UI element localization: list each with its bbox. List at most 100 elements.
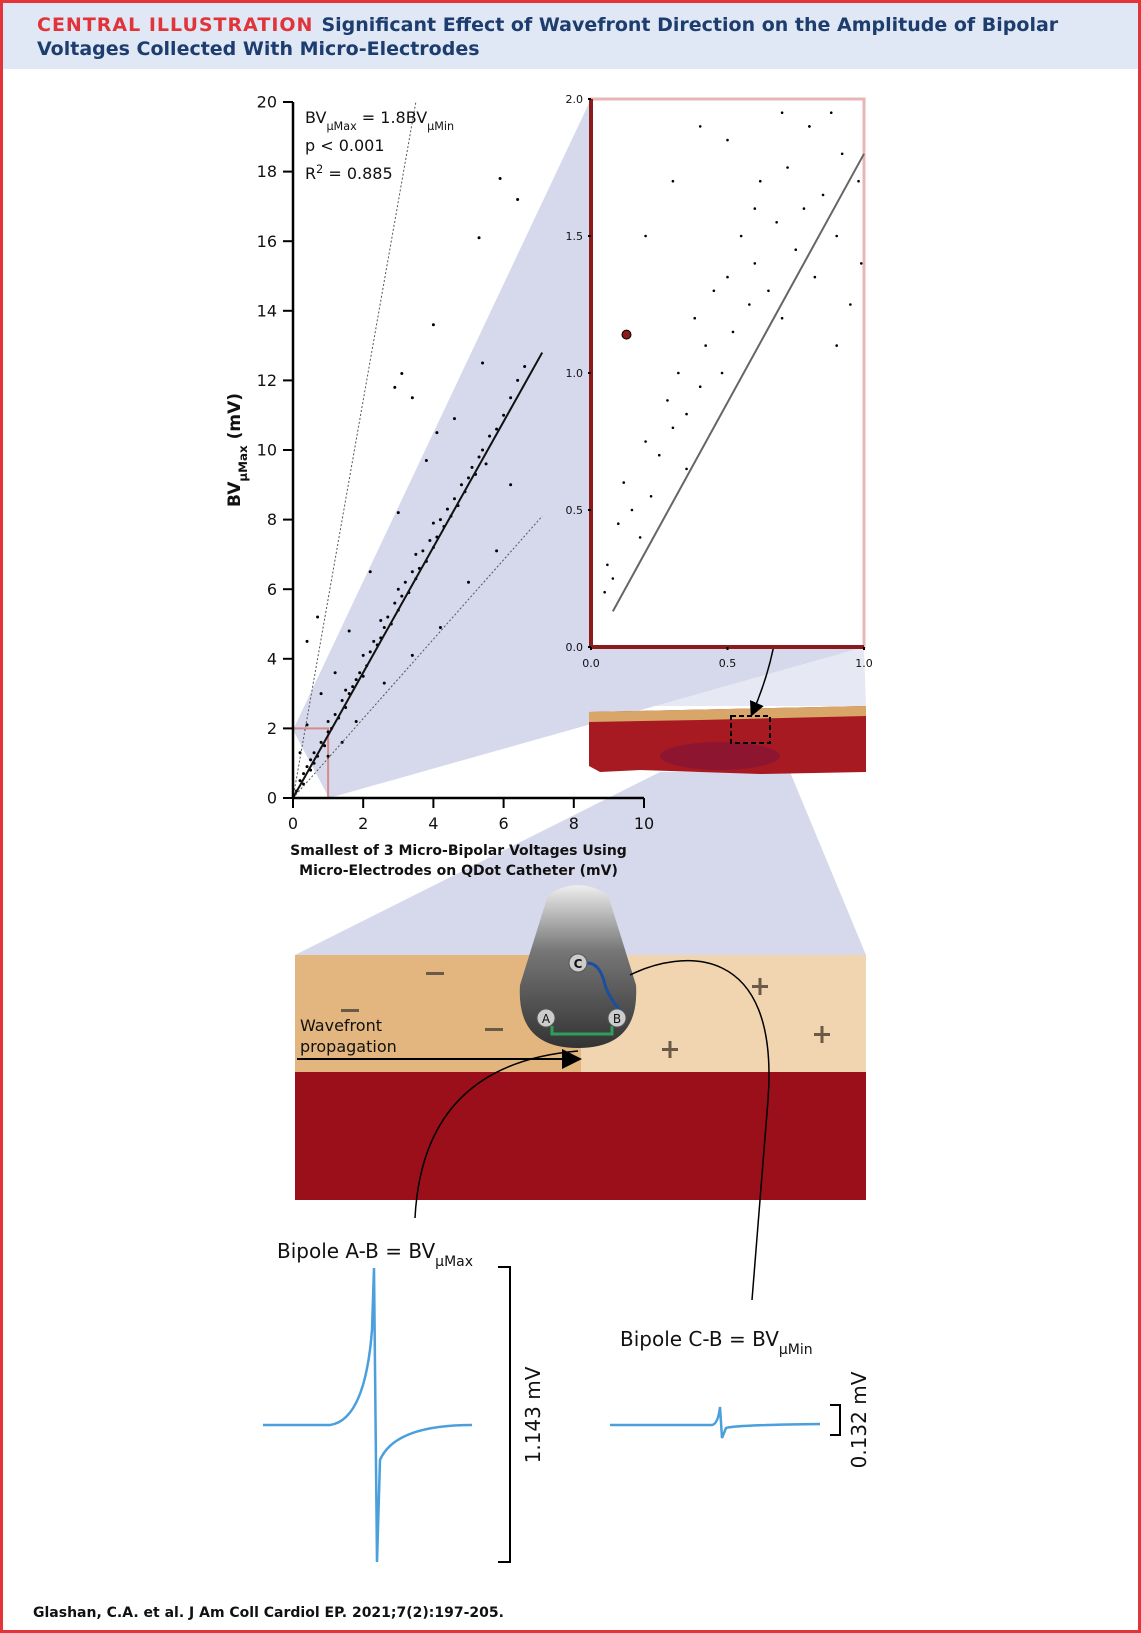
point <box>758 179 762 183</box>
point <box>309 758 313 762</box>
text-part: BV <box>305 108 326 127</box>
point <box>780 111 784 114</box>
electrode <box>536 1008 556 1028</box>
wavefront-label: propagation <box>300 1037 397 1056</box>
text-part: Bipole C-B = BV <box>620 1327 779 1351</box>
point <box>775 221 778 224</box>
text-part: = 1.8BV <box>357 108 428 127</box>
point <box>739 234 743 238</box>
point <box>358 671 362 675</box>
point <box>484 462 488 466</box>
point <box>835 344 838 347</box>
point <box>400 371 404 375</box>
wavefront-label: Wavefront <box>300 1016 382 1035</box>
minus <box>485 1028 503 1031</box>
point <box>386 615 390 619</box>
y-tick-label: 1.5 <box>566 230 584 243</box>
point <box>319 692 323 696</box>
wire <box>585 961 624 1014</box>
point <box>698 385 702 389</box>
egm-trace <box>263 1267 473 1563</box>
plus <box>814 1026 830 1043</box>
text-part: 2 <box>316 163 323 176</box>
amplitude-bracket <box>830 1404 841 1436</box>
electrode <box>607 1008 627 1028</box>
connector <box>414 1050 579 1219</box>
text-part: R <box>305 164 316 183</box>
point <box>666 399 669 402</box>
point <box>644 234 647 238</box>
point <box>685 467 688 471</box>
electrode-label: A <box>542 1012 551 1026</box>
point <box>813 275 817 279</box>
point <box>840 152 844 156</box>
point <box>611 577 615 580</box>
point <box>396 587 400 591</box>
y-tick-label: 2 <box>267 719 277 738</box>
point <box>368 650 372 654</box>
tissue-image <box>589 706 866 774</box>
electrode-label: C <box>574 957 583 971</box>
amplitude-label: 0.132 mV <box>847 1371 871 1468</box>
point <box>731 330 735 334</box>
point <box>459 483 463 487</box>
y-tick-label: 4 <box>267 649 277 668</box>
point <box>638 536 642 539</box>
point <box>333 712 337 716</box>
point <box>347 629 351 633</box>
y-tick-label: 18 <box>257 162 277 181</box>
point <box>606 563 609 567</box>
annotation: BVμMax = 1.8BVμMin <box>305 108 454 133</box>
point <box>372 639 376 643</box>
egm-trace <box>610 1406 821 1439</box>
point <box>393 385 397 389</box>
point <box>509 483 513 487</box>
x-tick-label: 0.5 <box>719 657 737 670</box>
zoom-wedge <box>589 647 866 706</box>
point <box>753 207 757 210</box>
minus <box>341 1009 359 1012</box>
y-tick-label: 1.0 <box>566 367 584 380</box>
point <box>316 615 320 619</box>
text-part: μMin <box>427 120 454 133</box>
connector <box>629 959 770 1301</box>
x-tick-label: 2 <box>358 814 368 833</box>
plus <box>662 1041 678 1058</box>
point <box>509 396 513 400</box>
point <box>649 495 653 498</box>
fit-line <box>292 515 543 799</box>
electrode <box>568 953 588 973</box>
point <box>477 455 481 459</box>
point <box>477 236 481 240</box>
y-tick-label: 10 <box>257 441 277 460</box>
point <box>693 316 697 320</box>
y-tick-label: 8 <box>267 510 277 529</box>
y-tick-label: 20 <box>257 93 277 112</box>
y-tick-label: 2.0 <box>566 93 584 106</box>
plot-frame <box>589 97 866 649</box>
point <box>424 458 428 462</box>
tissue <box>589 706 866 774</box>
point <box>808 125 811 128</box>
x-tick-label: 4 <box>428 814 438 833</box>
point <box>748 303 751 306</box>
electrode-label: B <box>613 1012 621 1026</box>
annotation: p < 0.001 <box>305 136 385 155</box>
point <box>428 538 432 542</box>
point <box>323 744 327 748</box>
wire <box>550 1026 614 1036</box>
point <box>720 371 724 375</box>
point <box>354 719 358 723</box>
point <box>396 511 400 515</box>
tissue-lesion <box>660 742 780 770</box>
header-title: Significant Effect of Wavefront Directio… <box>37 14 1059 60</box>
point <box>516 197 520 201</box>
point <box>382 681 386 685</box>
annotation: R2 = 0.885 <box>305 163 393 184</box>
x-tick-label: 6 <box>499 814 509 833</box>
point <box>305 639 309 643</box>
text-part: BV <box>225 481 245 507</box>
point <box>344 688 348 692</box>
point <box>704 344 707 347</box>
